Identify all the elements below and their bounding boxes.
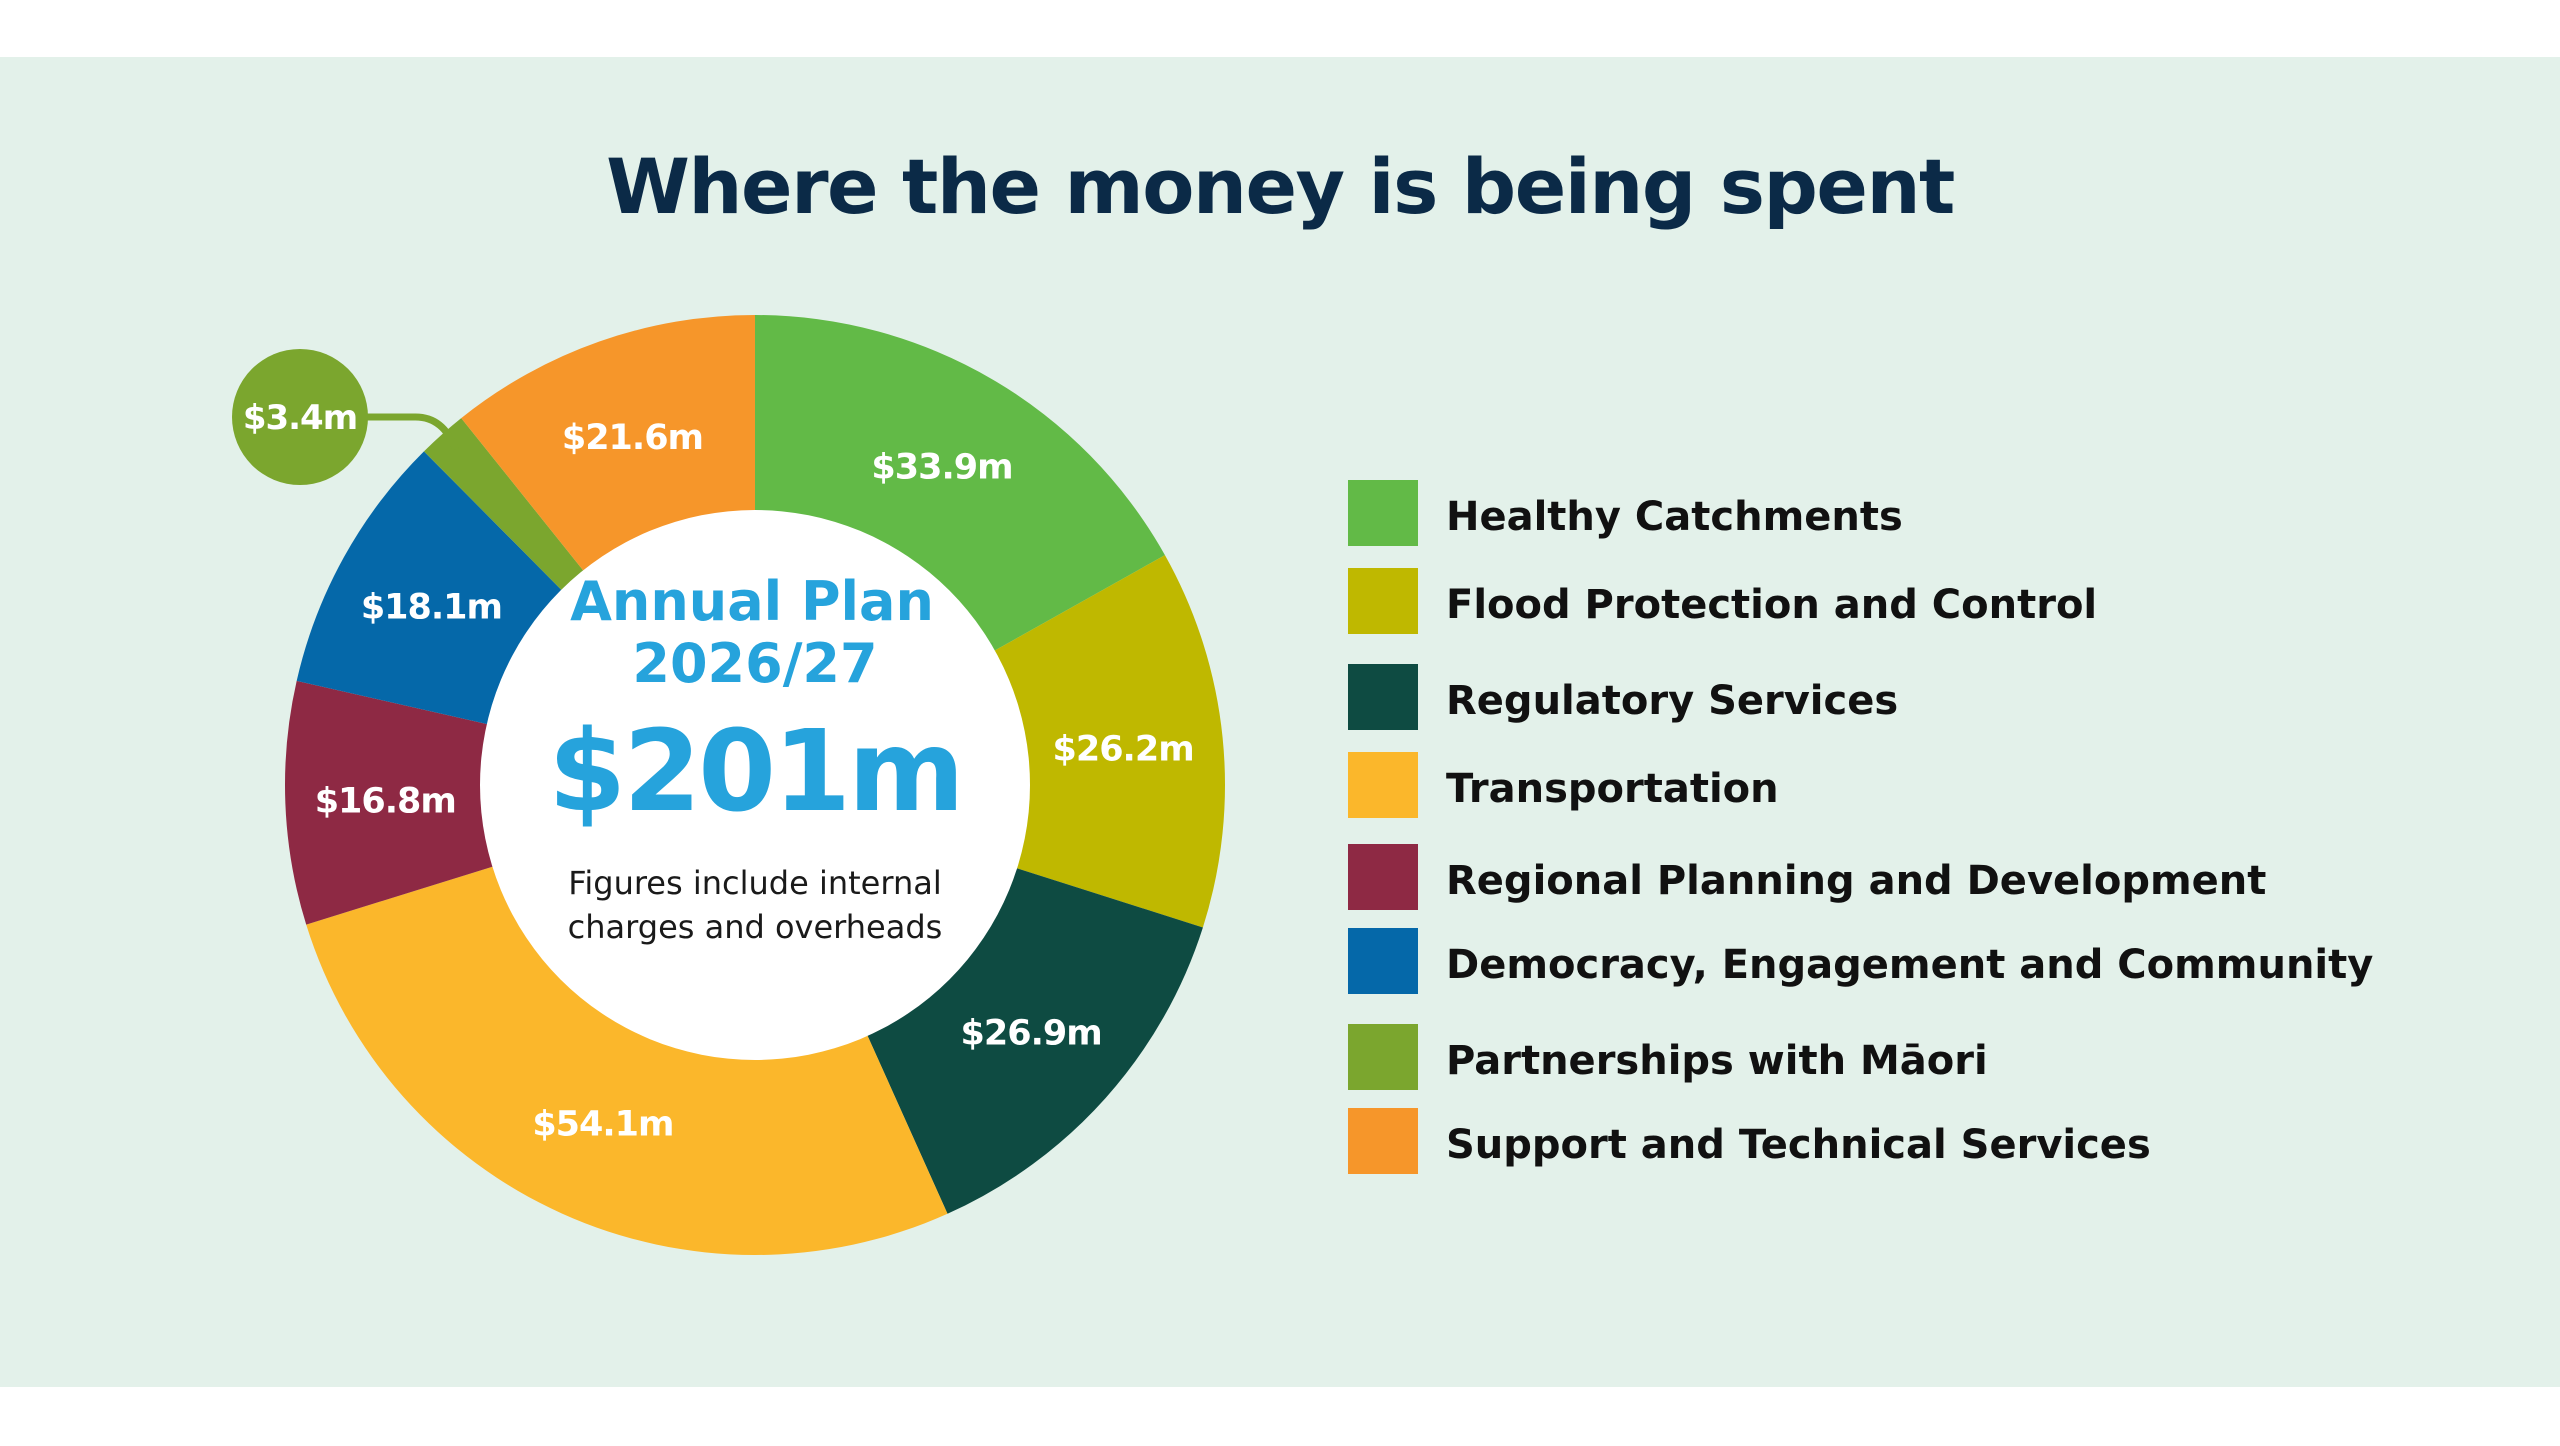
slice-democracy-engagement-and-community xyxy=(296,451,565,726)
legend-item-healthy-catchments: Healthy Catchments xyxy=(1348,480,2448,550)
center-note-line2: charges and overheads xyxy=(568,908,943,946)
legend-item-transportation: Transportation xyxy=(1348,752,2448,822)
chart-title: Where the money is being spent xyxy=(606,142,1955,231)
slice-value-label: $26.2m xyxy=(1052,729,1193,769)
callout-connector xyxy=(364,413,459,451)
center-plan-label: Annual Plan xyxy=(570,570,934,633)
legend-swatch xyxy=(1348,480,1418,546)
legend-swatch xyxy=(1348,1108,1418,1174)
legend-item-support-and-technical-services: Support and Technical Services xyxy=(1348,1108,2448,1178)
slice-partnerships-with-m-ori xyxy=(423,418,587,594)
legend-swatch xyxy=(1348,752,1418,818)
slice-healthy-catchments xyxy=(755,315,1165,653)
legend-label: Democracy, Engagement and Community xyxy=(1446,942,2374,988)
legend-swatch xyxy=(1348,664,1418,730)
legend-swatch xyxy=(1348,1024,1418,1090)
slice-value-label: $26.9m xyxy=(961,1013,1102,1053)
legend-label: Regulatory Services xyxy=(1446,678,1899,724)
slice-labels: $33.9m $26.2m $26.9m $54.1m $16.8m $18.1m $21.… xyxy=(315,418,1195,1144)
legend-swatch xyxy=(1348,928,1418,994)
legend-item-democracy-engagement-and-community: Democracy, Engagement and Community xyxy=(1348,928,2448,998)
legend-label: Healthy Catchments xyxy=(1446,494,1903,540)
slice-value-label: $18.1m xyxy=(361,588,502,628)
legend-label: Regional Planning and Development xyxy=(1446,858,2267,904)
center-note-line1: Figures include internal xyxy=(568,864,941,902)
legend-swatch xyxy=(1348,568,1418,634)
legend-label: Flood Protection and Control xyxy=(1446,582,2098,628)
center-total-label: $201m xyxy=(548,707,961,837)
slice-regional-planning-and-development xyxy=(285,680,498,925)
slice-flood-protection-and-control xyxy=(990,555,1225,928)
slice-support-and-technical-services xyxy=(461,315,755,575)
legend-label: Transportation xyxy=(1446,766,1779,812)
legend-item-partnerships-with-m-ori: Partnerships with Māori xyxy=(1348,1024,2448,1094)
legend-item-regional-planning-and-development: Regional Planning and Development xyxy=(1348,844,2448,914)
slice-value-label: $54.1m xyxy=(532,1104,673,1144)
slice-value-label: $21.6m xyxy=(562,418,703,458)
legend-label: Support and Technical Services xyxy=(1446,1122,2151,1168)
legend-item-flood-protection-and-control: Flood Protection and Control xyxy=(1348,568,2448,638)
center-hole xyxy=(480,510,1030,1060)
callout-bubble xyxy=(232,349,368,485)
legend-label: Partnerships with Māori xyxy=(1446,1038,1988,1084)
center-year-label: 2026/27 xyxy=(632,632,877,695)
small-slice-callout: $3.4m xyxy=(232,349,459,485)
slice-value-label: $16.8m xyxy=(315,781,456,821)
slice-value-label: $3.4m xyxy=(243,398,357,438)
slice-transportation xyxy=(306,865,948,1255)
legend-swatch xyxy=(1348,844,1418,910)
donut-chart: Annual Plan 2026/27 $201m Figures includ… xyxy=(232,315,1225,1255)
donut-slices xyxy=(285,315,1225,1255)
legend-item-regulatory-services: Regulatory Services xyxy=(1348,664,2448,734)
slice-value-label: $33.9m xyxy=(871,448,1012,488)
slice-regulatory-services xyxy=(865,866,1203,1214)
